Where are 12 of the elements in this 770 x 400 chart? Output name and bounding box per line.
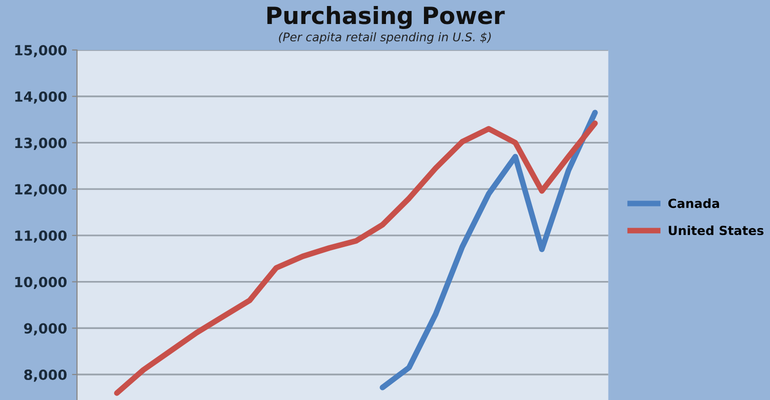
legend-label: United States xyxy=(668,226,764,236)
chart-title: Purchasing Power xyxy=(267,6,505,30)
y-tick-label: 9,000 xyxy=(24,323,67,336)
y-tick-label: 11,000 xyxy=(15,230,67,243)
legend-label: Canada xyxy=(668,198,720,208)
y-tick-label: 8,000 xyxy=(24,369,67,382)
y-tick-label: 13,000 xyxy=(15,138,67,150)
y-tick-label: 15,000 xyxy=(15,44,67,58)
y-tick-label: 14,000 xyxy=(15,91,67,104)
y-tick-label: 10,000 xyxy=(15,276,67,290)
y-tick-label: 12,000 xyxy=(15,184,67,196)
chart-subtitle: (Per capita retail spending in U.S. $) xyxy=(278,32,491,44)
